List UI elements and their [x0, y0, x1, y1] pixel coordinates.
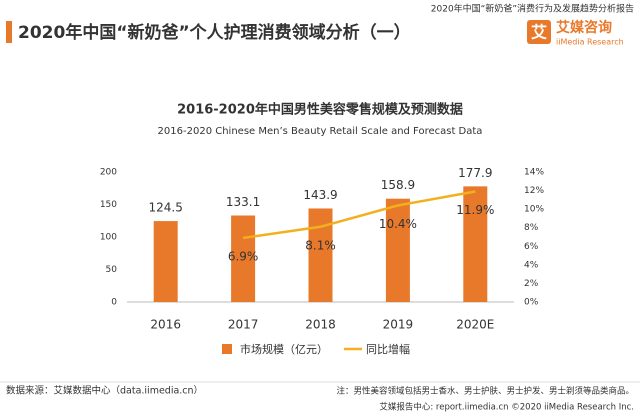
bar-value-label: 143.9 [303, 188, 337, 202]
line-value-label: 8.1% [305, 238, 336, 252]
y2-tick-label: 12% [524, 186, 544, 196]
legend-label: 同比增幅 [366, 342, 410, 356]
bar [153, 221, 178, 302]
page-title: 2020年中国“新奶爸”个人护理消费领域分析（一） [18, 22, 411, 43]
y2-tick-label: 6% [524, 242, 539, 252]
logo-sub: iiMedia Research [556, 38, 624, 47]
bar-value-label: 124.5 [149, 201, 183, 215]
legend-swatch [222, 344, 232, 354]
logo-icon: 艾 [531, 23, 547, 42]
y-tick-label: 200 [100, 168, 117, 178]
legend-label: 市场规模（亿元） [240, 342, 328, 356]
logo-name: 艾媒咨询 [556, 19, 612, 36]
x-tick-label: 2020E [456, 318, 494, 332]
report-name: 2020年中国“新奶爸”消费行为及发展趋势分析报告 [431, 3, 634, 15]
y2-tick-label: 8% [524, 223, 539, 233]
bar [463, 186, 488, 302]
x-tick-label: 2018 [305, 318, 336, 332]
y-tick-label: 50 [106, 265, 118, 275]
y2-tick-label: 14% [524, 168, 544, 178]
x-tick-label: 2019 [383, 318, 414, 332]
line-value-label: 11.9% [456, 203, 494, 217]
line-value-label: 6.9% [228, 249, 259, 263]
bar-value-label: 133.1 [226, 195, 260, 209]
x-tick-label: 2017 [228, 318, 259, 332]
logo-icon-bg [527, 20, 551, 44]
bar-value-label: 158.9 [381, 178, 415, 192]
y2-tick-label: 2% [524, 279, 539, 289]
line-value-label: 10.4% [379, 217, 417, 231]
source: 数据来源：艾媒数据中心（data.iimedia.cn） [6, 385, 203, 397]
y2-tick-label: 4% [524, 260, 539, 270]
note: 注：男性美容领域包括男士香水、男士护肤、男士护发、男士剃须等品类商品。 [336, 386, 634, 397]
copyright: 艾媒报告中心: report.iimedia.cn ©2020 iiMedia … [379, 402, 634, 413]
bar [231, 215, 256, 302]
line [242, 190, 476, 240]
title-marker [6, 21, 12, 43]
chart-subtitle: 2016-2020 Chinese Men’s Beauty Retail Sc… [158, 126, 483, 137]
y2-tick-label: 0% [524, 298, 539, 308]
x-tick-label: 2016 [150, 318, 181, 332]
y-tick-label: 100 [100, 233, 117, 243]
bar [385, 198, 410, 302]
y-tick-label: 0 [111, 298, 117, 308]
bar-value-label: 177.9 [458, 166, 492, 180]
y2-tick-label: 10% [524, 205, 544, 215]
chart-title: 2016-2020年中国男性美容零售规模及预测数据 [177, 102, 463, 118]
bar [308, 208, 333, 302]
y-tick-label: 150 [100, 200, 117, 210]
